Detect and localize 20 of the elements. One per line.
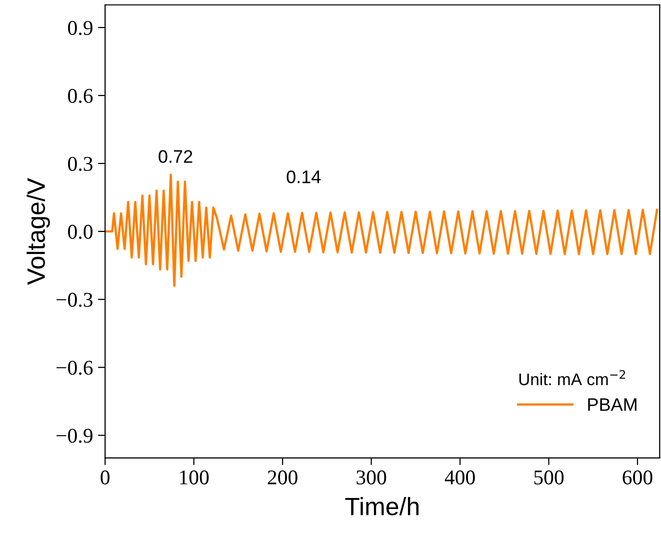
y-axis-title: Voltage/V — [26, 178, 50, 285]
y-tick-label: −0.6 — [56, 360, 93, 375]
y-tick-label: −0.3 — [56, 292, 92, 307]
x-axis-title: Time/h — [345, 497, 418, 516]
x-tick-label: 300 — [356, 470, 386, 484]
y-tick-label: 0.6 — [68, 88, 93, 104]
x-tick-label: 500 — [534, 470, 564, 484]
y-tick-label: 0.3 — [68, 156, 92, 171]
legend-title: Unit: mA cm$^{−2}$ — [519, 370, 626, 386]
annotation: 0.72 — [158, 150, 192, 163]
x-tick-label: 100 — [180, 470, 209, 484]
x-tick-label: 0 — [100, 470, 110, 484]
legend-label: PBAM — [588, 398, 636, 411]
annotation: 0.14 — [286, 170, 321, 184]
y-tick-label: 0.0 — [68, 224, 92, 239]
x-tick-label: 200 — [268, 470, 298, 484]
x-tick-label: 600 — [622, 470, 652, 484]
y-tick-label: −0.9 — [56, 428, 92, 443]
y-tick-label: 0.9 — [68, 20, 92, 36]
x-tick-label: 400 — [444, 470, 475, 484]
